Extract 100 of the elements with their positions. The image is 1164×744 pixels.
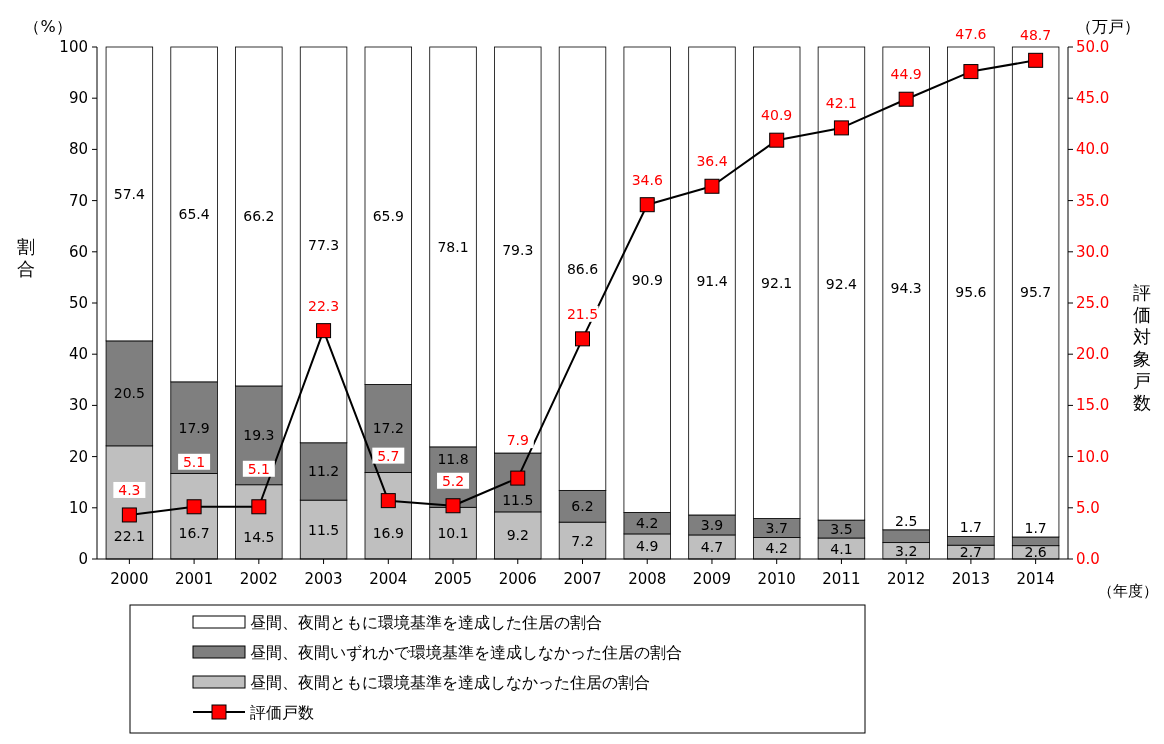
x-tick-label: 2014 — [1016, 570, 1055, 588]
data-label: 57.4 — [113, 185, 146, 202]
y2-tick-label: 10.0 — [1076, 447, 1110, 466]
y-tick-label: 60 — [68, 242, 88, 261]
data-label: 20.5 — [113, 385, 145, 402]
y2-tick-label: 45.0 — [1076, 89, 1110, 108]
text: （%） — [24, 16, 72, 36]
data-label: 36.4 — [696, 153, 728, 170]
point — [121, 507, 137, 523]
data-label: 42.1 — [825, 94, 858, 111]
x-tick-label: 2013 — [951, 570, 990, 588]
data-label: 11.8 — [437, 450, 469, 467]
legend-label: 昼間、夜間いずれかで環境基準を達成しなかった住居の割合 — [250, 642, 682, 662]
data-label: 7.9 — [506, 432, 529, 449]
point — [833, 120, 849, 136]
data-label: 1.7 — [1024, 519, 1047, 536]
data-label: 34.6 — [631, 171, 663, 188]
y2-tick-label: 35.0 — [1076, 191, 1110, 210]
point — [186, 499, 202, 515]
point — [704, 178, 720, 194]
y2-tick-label: 20.0 — [1076, 345, 1110, 364]
data-label: 11.5 — [502, 492, 534, 509]
x-tick-label: 2000 — [110, 570, 149, 588]
y2-tick-label: 15.0 — [1076, 396, 1110, 415]
y-tick-label: 40 — [68, 345, 88, 364]
data-label: 65.4 — [178, 206, 210, 223]
data-label: 22.3 — [307, 297, 340, 314]
point — [316, 323, 332, 339]
x-tick-label: 2009 — [692, 570, 732, 588]
y-tick-label: 20 — [68, 447, 88, 466]
y2-tick-label: 25.0 — [1076, 294, 1110, 312]
data-label: 5.7 — [377, 447, 400, 464]
data-label: 19.3 — [243, 427, 275, 444]
legend-label: 評価戸数 — [250, 702, 314, 722]
data-label: 95.6 — [955, 283, 987, 300]
point — [445, 498, 461, 514]
data-label: 16.7 — [178, 525, 210, 542]
y-tick-label: 100 — [59, 38, 88, 56]
data-label: 16.9 — [372, 525, 404, 542]
point — [769, 132, 785, 148]
data-label: 17.2 — [372, 420, 404, 437]
y-tick-label: 50 — [68, 294, 88, 312]
data-label: 48.7 — [1020, 27, 1052, 44]
y-tick-label: 80 — [68, 140, 88, 159]
data-label: 66.2 — [243, 208, 275, 225]
data-label: 4.2 — [765, 540, 788, 557]
data-label: 92.1 — [761, 274, 793, 291]
y-tick-label: 0 — [78, 550, 88, 568]
x-axis-title: （年度） — [1098, 582, 1158, 600]
data-label: 17.9 — [178, 419, 210, 436]
data-label: 11.2 — [307, 463, 340, 480]
y-tick-label: 90 — [68, 89, 88, 108]
y2-tick-label: 0.0 — [1076, 550, 1100, 568]
x-tick-label: 2005 — [433, 570, 473, 588]
y-tick-label: 30 — [68, 396, 88, 415]
data-label: 7.2 — [571, 532, 594, 549]
data-label: 3.7 — [765, 520, 788, 537]
data-label: 5.2 — [441, 472, 465, 489]
data-label: 65.9 — [372, 207, 404, 224]
data-label: 92.4 — [825, 275, 858, 292]
data-label: 5.1 — [247, 460, 270, 477]
text: （万戸） — [1076, 16, 1140, 36]
point — [380, 493, 396, 509]
point — [251, 499, 267, 515]
data-label: 1.7 — [959, 519, 983, 536]
data-label: 4.9 — [636, 538, 659, 555]
legend-label: 昼間、夜間ともに環境基準を達成した住居の割合 — [250, 612, 602, 632]
data-label: 3.5 — [830, 521, 853, 538]
data-label: 6.2 — [571, 498, 594, 515]
y2-tick-label: 50.0 — [1076, 38, 1110, 56]
x-tick-label: 2002 — [239, 570, 278, 588]
data-label: 95.7 — [1020, 283, 1052, 300]
data-label: 3.2 — [895, 542, 918, 559]
y-axis-title: 割合 — [17, 236, 35, 279]
y-tick-label: 70 — [68, 191, 88, 210]
x-tick-label: 2011 — [822, 570, 861, 588]
data-label: 2.5 — [895, 512, 918, 529]
data-label: 5.1 — [182, 453, 206, 470]
data-label: 4.7 — [700, 538, 724, 555]
data-label: 4.2 — [636, 515, 659, 532]
point — [963, 64, 979, 80]
x-tick-label: 2007 — [563, 570, 602, 588]
data-label: 47.6 — [955, 25, 987, 42]
x-tick-label: 2001 — [175, 570, 214, 588]
point — [898, 91, 914, 107]
data-label: 77.3 — [307, 236, 340, 253]
x-tick-label: 2010 — [757, 570, 796, 588]
data-label: 2.6 — [1024, 544, 1047, 561]
y2-tick-label: 5.0 — [1076, 498, 1100, 517]
data-label: 90.9 — [631, 271, 663, 288]
data-label: 79.3 — [502, 242, 534, 259]
data-label: 4.1 — [830, 540, 853, 557]
data-label: 86.6 — [566, 260, 599, 277]
data-label: 2.7 — [959, 544, 983, 561]
data-label: 10.1 — [437, 525, 469, 542]
x-tick-label: 2006 — [498, 570, 537, 588]
data-label: 3.9 — [700, 516, 724, 533]
data-label: 78.1 — [437, 238, 469, 255]
data-label: 91.4 — [696, 272, 728, 289]
y2-axis-title: 評価対象戸数 — [1133, 282, 1151, 413]
